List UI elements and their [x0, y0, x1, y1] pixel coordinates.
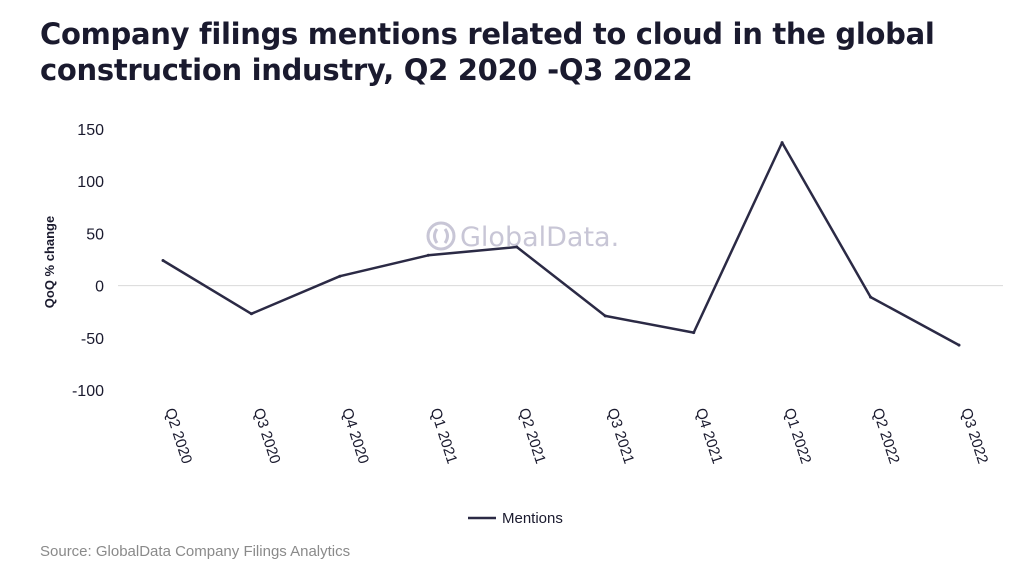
- x-tick-label: Q3 2020: [250, 406, 284, 466]
- x-tick-label: Q3 2022: [957, 406, 991, 466]
- y-tick-label: 50: [86, 226, 104, 243]
- x-tick-label: Q1 2021: [427, 406, 461, 466]
- data-point-mentions: [692, 331, 696, 335]
- data-point-mentions: [161, 259, 165, 262]
- globaldata-logo-icon: [426, 221, 456, 251]
- y-tick-label: 150: [77, 122, 104, 139]
- x-tick-label: Q2 2022: [869, 406, 903, 466]
- chart-title: Company filings mentions related to clou…: [40, 17, 935, 87]
- data-points: [161, 141, 961, 347]
- data-point-mentions: [515, 245, 519, 249]
- y-axis-label: QoQ % change: [42, 216, 57, 308]
- y-tick-label: 0: [95, 279, 104, 296]
- data-point-mentions: [249, 312, 253, 316]
- y-axis: -100 -50 0 50 100 150: [72, 122, 104, 400]
- x-tick-label: Q4 2020: [338, 406, 372, 466]
- y-tick-label: -50: [81, 331, 104, 348]
- legend-label-mentions: Mentions: [502, 510, 563, 527]
- legend: Mentions: [468, 510, 563, 527]
- x-tick-label: Q1 2022: [780, 406, 814, 466]
- x-tick-label: Q4 2021: [692, 406, 726, 466]
- data-point-mentions: [338, 274, 342, 278]
- data-point-mentions: [869, 295, 873, 299]
- y-tick-label: 100: [77, 174, 104, 191]
- watermark: GlobalData.: [426, 221, 619, 253]
- source-note: Source: GlobalData Company Filings Analy…: [40, 543, 351, 560]
- x-tick-label: Q2 2021: [515, 406, 549, 466]
- series-line-mentions: [162, 141, 960, 347]
- data-point-mentions: [957, 343, 961, 347]
- data-point-mentions: [603, 314, 607, 318]
- x-axis: Q2 2020 Q3 2020 Q4 2020 Q1 2021 Q2 2021 Q3 20…: [161, 406, 991, 466]
- watermark-text: GlobalData.: [460, 222, 619, 253]
- x-tick-label: Q3 2021: [603, 406, 637, 466]
- data-point-mentions: [426, 253, 430, 257]
- y-tick-label: -100: [72, 383, 104, 400]
- x-tick-label: Q2 2020: [161, 406, 195, 466]
- data-point-mentions: [780, 141, 784, 145]
